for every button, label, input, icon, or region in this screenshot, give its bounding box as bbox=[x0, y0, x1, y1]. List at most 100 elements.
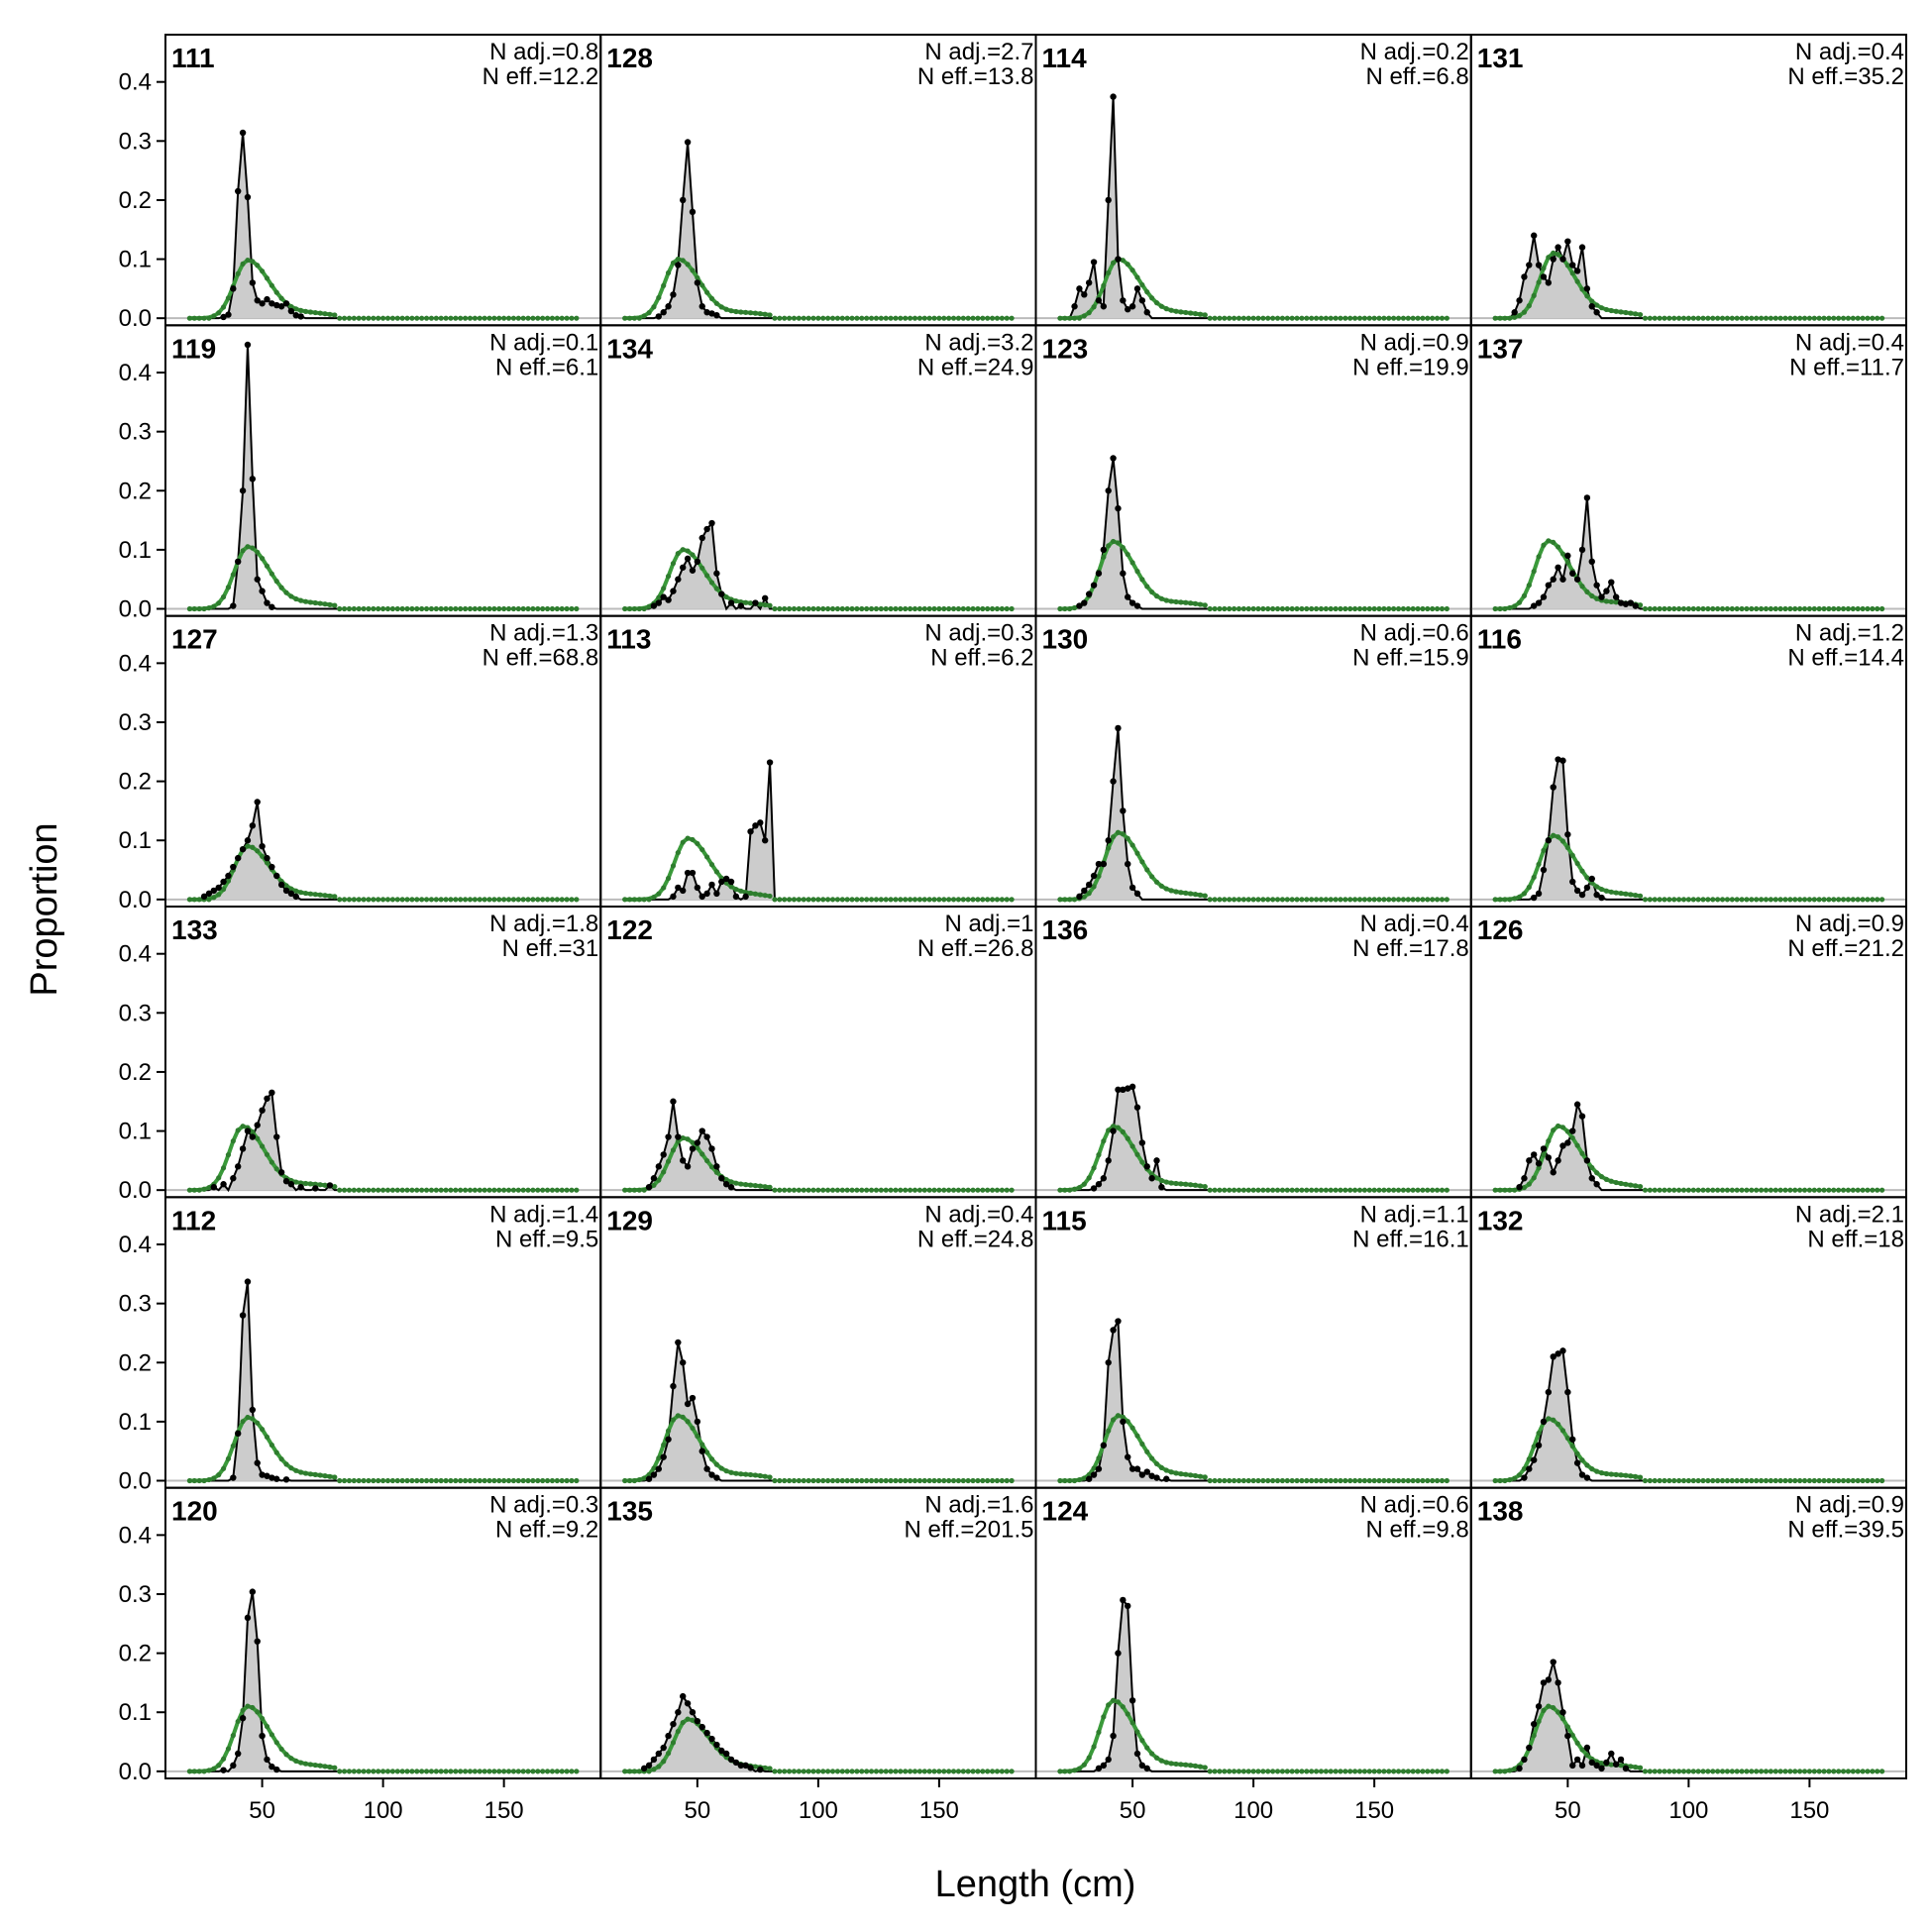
expected-point bbox=[1792, 897, 1798, 903]
expected-point bbox=[332, 1184, 338, 1190]
expected-point bbox=[458, 605, 464, 612]
observed-point bbox=[694, 884, 701, 892]
expected-point bbox=[1062, 1769, 1068, 1774]
expected-point bbox=[1381, 1477, 1387, 1484]
expected-point bbox=[380, 1769, 386, 1774]
expected-point bbox=[704, 573, 710, 579]
observed-point bbox=[259, 842, 266, 850]
expected-point bbox=[820, 315, 826, 321]
expected-point bbox=[786, 315, 793, 321]
expected-point bbox=[921, 1769, 927, 1774]
expected-point bbox=[462, 897, 469, 903]
expected-point bbox=[409, 1769, 415, 1774]
expected-point bbox=[1096, 1455, 1102, 1461]
expected-point bbox=[1425, 1477, 1431, 1484]
expected-point bbox=[1729, 897, 1735, 903]
expected-point bbox=[366, 897, 372, 903]
expected-point bbox=[1536, 861, 1542, 867]
observed-point bbox=[1511, 309, 1518, 316]
expected-point bbox=[685, 835, 691, 841]
expected-point bbox=[273, 579, 279, 585]
expected-point bbox=[1531, 874, 1537, 881]
expected-point bbox=[384, 605, 391, 612]
expected-point bbox=[999, 315, 1005, 321]
expected-point bbox=[1642, 605, 1649, 612]
panel-label: 134 bbox=[606, 333, 653, 364]
expected-point bbox=[1444, 897, 1449, 903]
expected-point bbox=[1153, 593, 1160, 599]
expected-point bbox=[1875, 1187, 1880, 1193]
expected-point bbox=[1870, 1187, 1876, 1193]
panel-124: 124 N adj.=0.6N eff.=9.8 bbox=[1034, 1486, 1472, 1779]
expected-point bbox=[782, 897, 788, 903]
observed-point bbox=[1564, 831, 1571, 838]
observed-point bbox=[1133, 1465, 1141, 1472]
expected-point bbox=[1657, 315, 1663, 321]
observed-point bbox=[1100, 1442, 1108, 1449]
expected-point bbox=[646, 1471, 652, 1478]
observed-point bbox=[655, 1465, 663, 1472]
observed-point bbox=[703, 1729, 710, 1737]
expected-point bbox=[1768, 1477, 1773, 1484]
expected-point bbox=[695, 274, 700, 280]
expected-point bbox=[322, 601, 328, 607]
expected-point bbox=[1062, 1187, 1068, 1193]
n-eff-label: N eff.=6.2 bbox=[930, 645, 1033, 672]
observed-point bbox=[1588, 875, 1595, 883]
expected-point bbox=[965, 315, 971, 321]
observed-point bbox=[1120, 1596, 1127, 1604]
observed-point bbox=[1583, 1474, 1591, 1481]
expected-point bbox=[1574, 278, 1580, 284]
expected-point bbox=[1526, 884, 1532, 891]
expected-point bbox=[1749, 1477, 1755, 1484]
observed-point bbox=[1120, 1086, 1127, 1094]
expected-point bbox=[505, 897, 512, 903]
expected-point bbox=[1860, 1187, 1866, 1193]
expected-point bbox=[849, 1769, 855, 1774]
expected-point bbox=[810, 1477, 816, 1484]
expected-point bbox=[1642, 1477, 1649, 1484]
expected-point bbox=[564, 605, 570, 612]
expected-point bbox=[1004, 605, 1010, 612]
expected-point bbox=[255, 263, 261, 268]
expected-point bbox=[903, 315, 909, 321]
expected-point bbox=[1240, 1187, 1246, 1193]
expected-point bbox=[1855, 897, 1861, 903]
expected-point bbox=[569, 1187, 575, 1193]
panel-label: 111 bbox=[171, 43, 215, 73]
expected-point bbox=[1420, 1187, 1426, 1193]
observed-point bbox=[708, 310, 715, 317]
expected-point bbox=[1676, 605, 1682, 612]
expected-point bbox=[186, 897, 193, 903]
expected-point bbox=[1671, 1769, 1677, 1774]
expected-point bbox=[1594, 1170, 1600, 1176]
observed-point bbox=[326, 1182, 334, 1189]
expected-point bbox=[1831, 315, 1837, 321]
expected-point bbox=[389, 605, 395, 612]
expected-point bbox=[1671, 1187, 1677, 1193]
expected-point bbox=[1569, 1444, 1575, 1449]
observed-point bbox=[1105, 1157, 1112, 1164]
expected-point bbox=[1662, 1477, 1667, 1484]
expected-point bbox=[1710, 1769, 1716, 1774]
expected-point bbox=[970, 315, 976, 321]
expected-point bbox=[298, 890, 304, 896]
expected-point bbox=[268, 571, 274, 577]
expected-point bbox=[1144, 1745, 1150, 1751]
expected-point bbox=[341, 1187, 348, 1193]
observed-point bbox=[254, 1459, 261, 1466]
observed-point bbox=[1603, 588, 1610, 594]
expected-point bbox=[1531, 1733, 1537, 1739]
expected-point bbox=[540, 1769, 546, 1774]
expected-point bbox=[1598, 305, 1605, 311]
observed-point bbox=[722, 1750, 730, 1758]
expected-point bbox=[1255, 1477, 1261, 1484]
observed-point bbox=[732, 893, 740, 901]
expected-point bbox=[453, 897, 459, 903]
expected-point bbox=[1284, 1769, 1290, 1774]
expected-point bbox=[1782, 897, 1788, 903]
observed-point bbox=[1105, 837, 1112, 844]
expected-point bbox=[1115, 1125, 1122, 1130]
observed-area bbox=[1495, 1662, 1882, 1771]
expected-point bbox=[873, 315, 880, 321]
